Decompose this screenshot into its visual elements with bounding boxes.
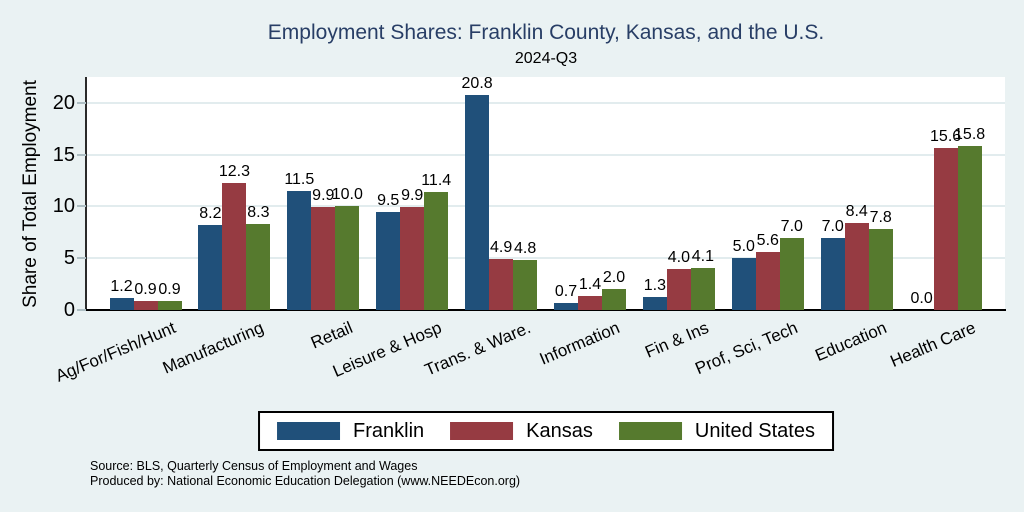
bar-value-kansas-education: 8.4	[845, 203, 868, 220]
bar-value-franklin-fin-ins: 1.3	[643, 276, 667, 294]
bar-franklin-prof-sci-tech	[731, 258, 756, 310]
chart-subtitle: 2024-Q3	[514, 50, 578, 67]
bar-value-united-states-trans-ware: 4.8	[513, 240, 537, 258]
bar-kansas-ag-for-fish-hunt	[133, 300, 158, 310]
bar-value-united-states-manufacturing: 8.3	[247, 204, 270, 222]
bar-kansas-information	[578, 295, 602, 310]
bar-united-states-information	[602, 289, 626, 310]
bar-value-united-states-fin-ins: 4.1	[691, 247, 715, 265]
bar-value-kansas-retail: 9.9	[312, 187, 335, 205]
bar-value-united-states-education: 7.8	[869, 209, 892, 227]
gridline-15	[87, 153, 1005, 156]
bar-value-franklin-information: 0.7	[554, 282, 578, 300]
gridline-20	[87, 101, 1005, 104]
bar-united-states-manufacturing	[246, 224, 271, 310]
bar-kansas-trans-ware	[489, 259, 514, 310]
bar-value-franklin-education: 7.0	[821, 217, 844, 235]
bar-franklin-fin-ins	[642, 296, 667, 310]
bar-united-states-trans-ware	[513, 260, 538, 310]
y-tick-mark-10	[77, 205, 86, 208]
legend-item-kansas: Kansas	[450, 421, 593, 441]
bar-value-kansas-fin-ins: 4.0	[667, 248, 691, 266]
y-tick-mark-15	[77, 153, 86, 156]
source-note: Source: BLS, Quarterly Census of Employm…	[90, 459, 418, 473]
bar-united-states-retail	[335, 206, 360, 310]
y-tick-mark-0	[77, 309, 86, 311]
y-tick-label-15: 15	[52, 143, 75, 166]
legend-swatch-kansas	[450, 422, 514, 440]
bar-kansas-fin-ins	[666, 268, 691, 310]
bar-franklin-ag-for-fish-hunt	[109, 297, 134, 310]
bar-value-kansas-ag-for-fish-hunt: 0.9	[134, 280, 157, 298]
bar-franklin-trans-ware	[465, 94, 490, 310]
bar-kansas-health-care	[933, 148, 958, 310]
chart-title: Employment Shares: Franklin County, Kans…	[267, 21, 825, 44]
bar-value-kansas-information: 1.4	[578, 275, 602, 293]
gridline-5	[87, 257, 1005, 260]
bar-franklin-manufacturing	[198, 225, 223, 310]
bar-value-united-states-leisure-hosp: 11.4	[421, 171, 452, 189]
bar-value-united-states-information: 2.0	[602, 269, 626, 287]
bar-value-franklin-health-care: 0.0	[910, 290, 933, 307]
y-tick-label-10: 10	[52, 195, 75, 218]
legend-swatch-united-states	[618, 422, 682, 440]
bar-united-states-fin-ins	[690, 267, 715, 310]
bar-franklin-information	[554, 302, 578, 310]
bar-franklin-education	[820, 237, 845, 310]
legend-swatch-franklin	[277, 422, 341, 440]
x-axis-line	[85, 309, 1006, 311]
bar-value-united-states-prof-sci-tech: 7.0	[780, 217, 803, 235]
bar-value-franklin-manufacturing: 8.2	[199, 205, 222, 223]
bar-united-states-education	[868, 229, 893, 310]
bar-value-franklin-ag-for-fish-hunt: 1.2	[110, 277, 133, 295]
bar-franklin-retail	[287, 190, 312, 310]
bar-value-kansas-trans-ware: 4.9	[489, 239, 513, 257]
bar-value-united-states-retail: 10.0	[331, 186, 363, 204]
bar-value-franklin-trans-ware: 20.8	[461, 74, 493, 92]
y-tick-label-20: 20	[52, 91, 75, 114]
bar-value-kansas-leisure-hosp: 9.9	[401, 187, 424, 205]
y-axis-line	[85, 77, 87, 311]
bar-kansas-leisure-hosp	[400, 207, 425, 310]
bar-united-states-prof-sci-tech	[779, 237, 804, 310]
bar-value-franklin-prof-sci-tech: 5.0	[732, 238, 755, 256]
bar-kansas-manufacturing	[222, 182, 247, 310]
bar-value-united-states-health-care: 15.8	[954, 126, 986, 144]
y-tick-label-0: 0	[63, 299, 75, 321]
y-tick-mark-5	[77, 257, 86, 260]
gridline-10	[87, 205, 1005, 208]
legend-item-united-states: United States	[618, 420, 815, 442]
bar-united-states-ag-for-fish-hunt	[157, 300, 182, 310]
bar-value-united-states-ag-for-fish-hunt: 0.9	[158, 280, 181, 298]
y-tick-mark-20	[77, 101, 86, 104]
legend-item-franklin: Franklin	[277, 421, 424, 441]
bar-kansas-prof-sci-tech	[755, 252, 780, 310]
legend-label-franklin: Franklin	[353, 420, 425, 442]
bar-kansas-retail	[311, 207, 336, 310]
bar-value-kansas-prof-sci-tech: 5.6	[756, 232, 779, 249]
bar-united-states-leisure-hosp	[424, 191, 449, 310]
bar-value-franklin-retail: 11.5	[284, 170, 315, 188]
bar-value-kansas-health-care: 15.6	[930, 128, 962, 146]
bar-kansas-education	[844, 223, 869, 310]
legend: Franklin Kansas United States	[258, 411, 834, 451]
legend-label-united-states: United States	[694, 420, 815, 442]
y-tick-label-5: 5	[63, 247, 75, 270]
bar-value-kansas-manufacturing: 12.3	[218, 162, 250, 180]
producer-note: Produced by: National Economic Education…	[90, 474, 521, 488]
legend-label-kansas: Kansas	[526, 420, 593, 442]
bar-united-states-health-care	[957, 146, 982, 310]
bar-value-franklin-leisure-hosp: 9.5	[377, 191, 400, 209]
bar-franklin-leisure-hosp	[376, 211, 401, 310]
